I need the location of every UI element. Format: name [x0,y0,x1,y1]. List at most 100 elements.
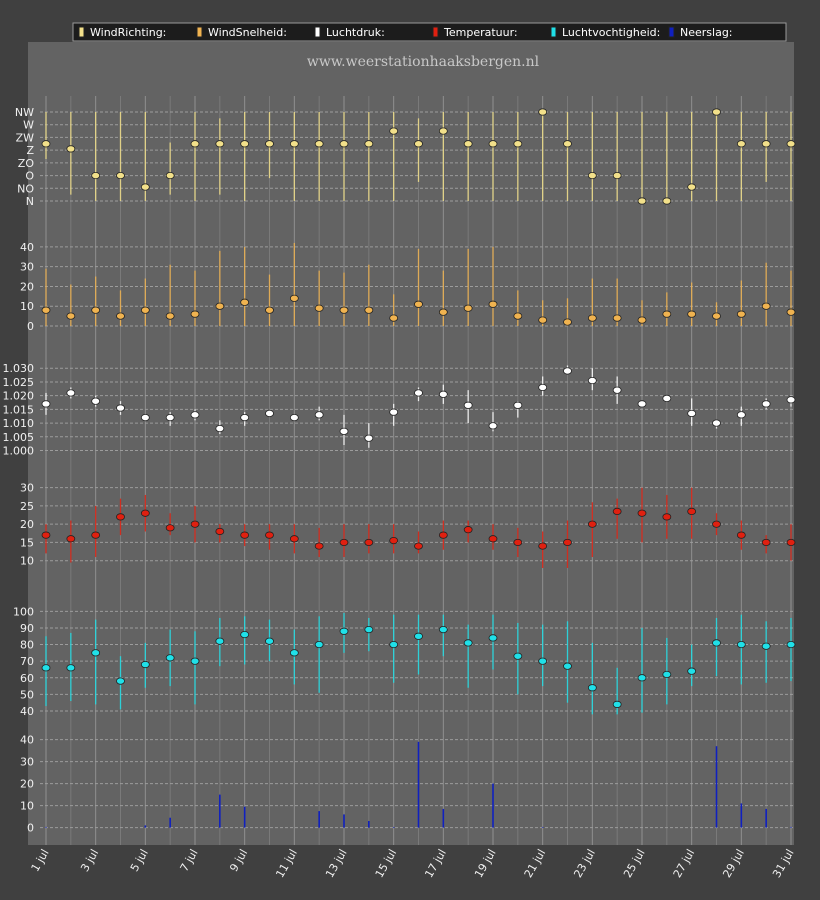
data-point [41,140,51,148]
y-tick-label: 30 [20,261,34,274]
data-point [637,509,647,517]
y-tick-label: NO [17,182,34,195]
data-point [389,314,399,322]
data-point [786,396,796,404]
data-point [488,300,498,308]
data-point [215,140,225,148]
data-point [215,424,225,433]
data-point [165,524,175,532]
data-point [190,657,200,665]
data-point [687,310,697,318]
y-tick-label: 40 [20,705,34,718]
data-point [215,302,225,310]
y-tick-label: 1.005 [3,431,35,444]
legend-item-luchtdruk: Luchtdruk: [314,26,385,39]
data-point [289,140,299,148]
y-tick-label: 20 [20,518,34,531]
legend-swatch [196,26,203,38]
data-point [637,400,647,408]
data-point [662,670,672,679]
y-tick-label: 10 [20,300,34,313]
data-point [289,413,299,422]
legend-swatch [78,26,85,38]
y-tick-label: Z [26,144,34,157]
data-point [389,127,399,135]
data-point [364,140,374,148]
data-point [587,684,597,692]
legend-label: WindSnelheid: [208,26,287,39]
data-point [314,640,324,649]
legend-swatch [550,26,557,38]
y-tick-label: ZO [18,157,35,170]
data-point [364,434,374,442]
data-point [687,183,697,191]
data-point [538,542,548,550]
data-point [66,664,76,672]
data-point [116,312,125,320]
y-tick-label: 40 [20,241,34,254]
data-point [289,649,299,657]
data-point [736,531,746,539]
y-tick-label: 25 [20,500,34,513]
data-point [215,527,225,536]
legend-box [72,22,787,42]
data-point [687,507,697,515]
legend-label: WindRichting: [90,26,166,39]
data-point [364,625,374,634]
data-point [712,419,721,427]
data-point [712,108,721,116]
data-point [91,531,101,539]
data-point [438,127,448,135]
data-point [215,637,225,645]
data-point [736,640,746,649]
data-point [165,171,175,180]
data-point [463,639,473,647]
data-point [637,197,647,205]
data-point [538,316,548,324]
legend-swatch [314,26,321,38]
data-point [488,634,498,642]
y-tick-label: N [26,195,34,208]
data-point [91,397,101,405]
data-point [488,535,498,543]
data-point [587,376,597,385]
data-point [389,640,399,649]
gridlines [40,96,794,845]
data-point [339,538,349,547]
y-tick-label: O [25,170,34,183]
y-tick-label: 10 [20,555,34,568]
data-point [91,306,101,314]
y-tick-label: 20 [20,280,34,293]
panel-windsnelheid: 0 10 20 30 40 [20,241,796,333]
data-point [786,538,796,547]
data-point [190,520,200,528]
data-point [414,542,423,550]
data-point [140,660,150,669]
legend-item-luchtvochtigheid: Luchtvochtigheid: [550,26,660,39]
data-point [190,140,200,148]
data-point [66,312,76,320]
data-point [91,649,101,657]
data-point [414,389,423,397]
y-tick-label: 1.010 [3,417,35,430]
y-tick-label: 30 [20,482,34,495]
data-point [66,389,76,397]
data-point [314,140,324,148]
legend-label: Neerslag: [680,26,733,39]
data-point [165,312,175,320]
y-tick-label: W [23,119,34,132]
data-point [761,642,771,650]
data-point [240,298,250,306]
data-point [612,507,622,515]
data-point [587,314,597,322]
y-tick-label: 40 [20,734,34,747]
data-point [712,520,721,528]
data-point [712,639,721,647]
data-point [314,542,324,550]
data-point [289,294,299,302]
legend-swatch [432,26,439,38]
y-tick-label: 15 [20,536,34,549]
data-point [116,171,125,180]
